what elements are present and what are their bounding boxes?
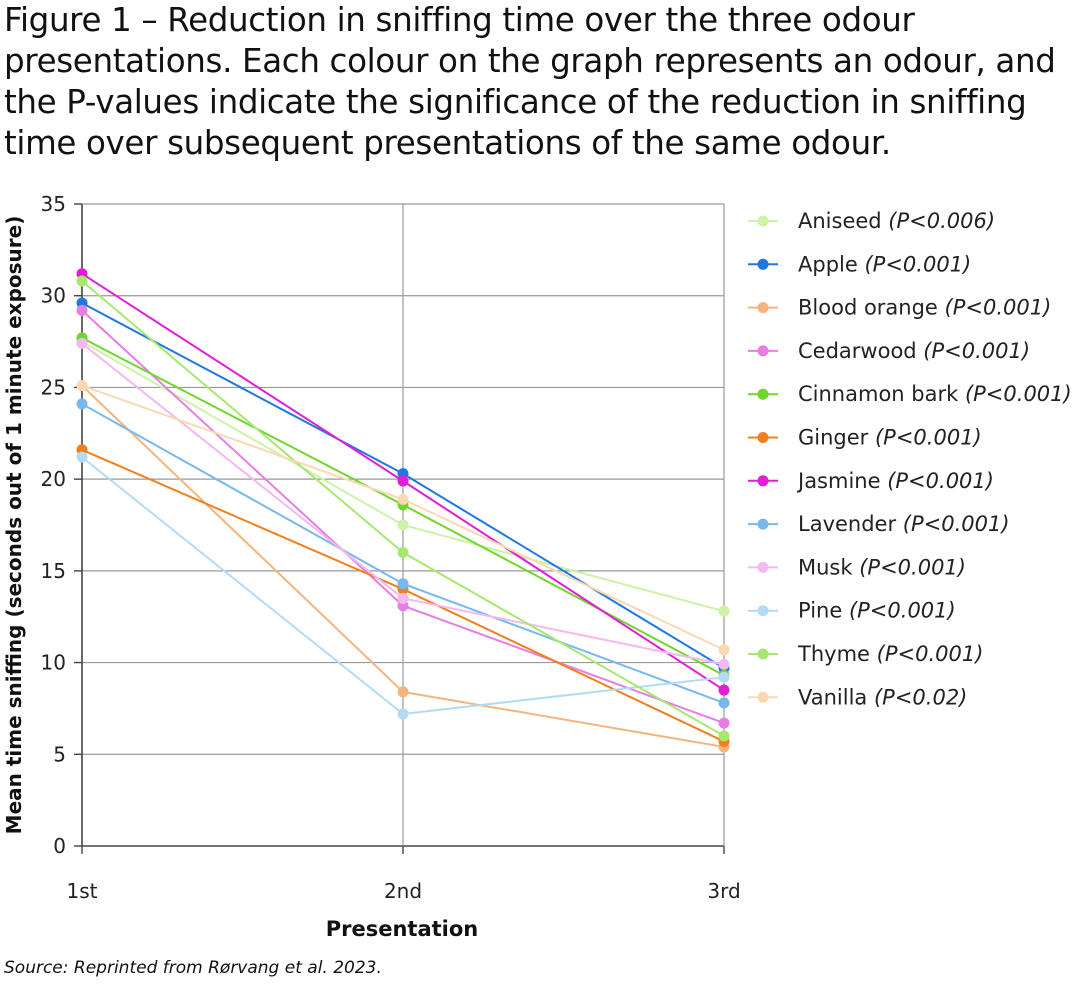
- data-point: [397, 475, 409, 487]
- legend-swatch-marker: [757, 475, 769, 487]
- x-axis-title: Presentation: [326, 917, 479, 941]
- legend: Aniseed (P<0.006) Apple (P<0.001) Blood or…: [748, 209, 1072, 709]
- legend-swatch-marker: [757, 258, 769, 270]
- legend-label: Jasmine (P<0.001): [796, 469, 994, 493]
- data-point: [76, 398, 88, 410]
- data-point: [718, 644, 730, 656]
- legend-label: Blood orange (P<0.001): [798, 296, 1051, 320]
- legend-swatch-marker: [757, 518, 769, 530]
- x-tick-label: 2nd: [384, 879, 422, 903]
- data-point: [718, 658, 730, 670]
- legend-item: Pine (P<0.001): [748, 599, 956, 623]
- y-tick-label: 35: [41, 192, 66, 216]
- y-tick-label: 15: [41, 559, 66, 583]
- data-point: [718, 605, 730, 617]
- legend-swatch-marker: [757, 345, 769, 357]
- data-point: [397, 686, 409, 698]
- legend-swatch-marker: [757, 388, 769, 400]
- legend-label: Pine (P<0.001): [798, 599, 956, 623]
- series-pine: [76, 451, 730, 720]
- data-point: [718, 697, 730, 709]
- legend-swatch-marker: [757, 691, 769, 703]
- legend-item: Ginger (P<0.001): [748, 426, 982, 450]
- legend-label: Apple (P<0.001): [798, 252, 971, 276]
- legend-item: Jasmine (P<0.001): [748, 469, 994, 493]
- data-point: [76, 380, 88, 392]
- legend-swatch-marker: [757, 605, 769, 617]
- y-tick-labels: 0 5 10 15 20 25 30 35: [41, 192, 66, 858]
- series-vanilla: [76, 380, 730, 656]
- legend-swatch-marker: [757, 648, 769, 660]
- figure-caption: Figure 1 – Reduction in sniffing time ov…: [4, 1, 1056, 162]
- x-tick-label: 1st: [67, 879, 98, 903]
- legend-item: Lavender (P<0.001): [748, 512, 1010, 536]
- data-point: [718, 684, 730, 696]
- data-point: [718, 730, 730, 742]
- y-axis-title: Mean time sniffing (seconds out of 1 min…: [2, 216, 26, 835]
- data-point: [76, 337, 88, 349]
- series-musk: [76, 337, 730, 670]
- legend-label: Cinnamon bark (P<0.001): [798, 382, 1072, 406]
- legend-label: Cedarwood (P<0.001): [798, 339, 1030, 363]
- legend-label: Ginger (P<0.001): [798, 426, 982, 450]
- y-tick-label: 5: [53, 742, 66, 766]
- data-point: [397, 708, 409, 720]
- legend-swatch-marker: [757, 432, 769, 443]
- legend-swatch-marker: [757, 561, 769, 573]
- legend-item: Vanilla (P<0.02): [748, 685, 967, 709]
- series-thyme: [76, 275, 730, 742]
- legend-item: Musk (P<0.001): [748, 555, 966, 579]
- data-point: [397, 547, 409, 559]
- x-tick-label: 3rd: [707, 879, 740, 903]
- data-point: [397, 519, 409, 531]
- data-point: [76, 304, 88, 316]
- y-tick-label: 10: [41, 651, 66, 675]
- source-note: Source: Reprinted from Rørvang et al. 20…: [4, 958, 382, 978]
- legend-label: Aniseed (P<0.006): [798, 209, 995, 233]
- legend-item: Cinnamon bark (P<0.001): [748, 382, 1072, 406]
- data-point: [76, 451, 88, 463]
- data-point: [718, 671, 730, 683]
- legend-item: Cedarwood (P<0.001): [748, 339, 1030, 363]
- legend-label: Thyme (P<0.001): [797, 642, 983, 666]
- data-point: [718, 717, 730, 729]
- data-point: [397, 493, 409, 505]
- legend-label: Lavender (P<0.001): [798, 512, 1010, 536]
- data-point: [76, 275, 88, 287]
- series-lines: [76, 268, 730, 753]
- y-tick-label: 30: [41, 284, 66, 308]
- legend-item: Aniseed (P<0.006): [748, 209, 995, 233]
- legend-item: Thyme (P<0.001): [748, 642, 983, 666]
- y-tick-label: 20: [41, 467, 66, 491]
- legend-item: Blood orange (P<0.001): [748, 296, 1051, 320]
- legend-label: Vanilla (P<0.02): [798, 685, 967, 709]
- legend-label: Musk (P<0.001): [798, 555, 966, 579]
- legend-swatch-marker: [757, 302, 769, 314]
- data-point: [397, 592, 409, 604]
- series-lavender: [76, 398, 730, 709]
- legend-item: Apple (P<0.001): [748, 252, 971, 276]
- y-tick-label: 25: [41, 375, 66, 399]
- data-point: [397, 578, 409, 590]
- y-tick-label: 0: [53, 834, 66, 858]
- legend-swatch-marker: [757, 215, 769, 227]
- x-tick-labels: 1st 2nd 3rd: [67, 879, 741, 903]
